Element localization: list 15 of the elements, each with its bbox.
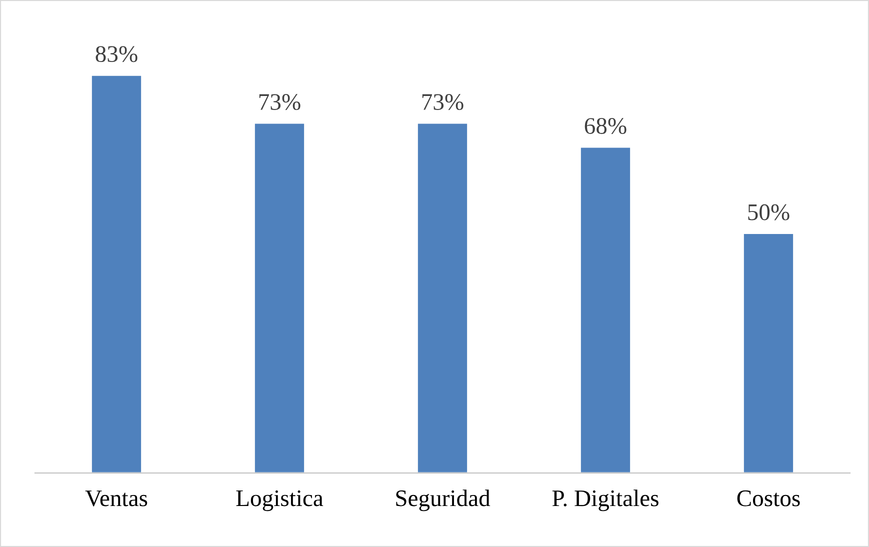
data-label: 73% bbox=[259, 94, 300, 110]
bar bbox=[254, 122, 306, 473]
x-tick-label: Seguridad bbox=[396, 490, 490, 512]
bar bbox=[416, 122, 468, 473]
data-label: 68% bbox=[584, 118, 626, 134]
data-label: 83% bbox=[96, 46, 138, 62]
bar bbox=[580, 146, 632, 473]
data-label: 50% bbox=[748, 204, 790, 220]
x-tick-label: Logistica bbox=[236, 490, 324, 512]
bar bbox=[742, 232, 794, 473]
data-label: 73% bbox=[422, 94, 464, 110]
bar bbox=[90, 74, 142, 473]
x-tick-label: Costos bbox=[737, 490, 800, 506]
x-tick-label: Ventas bbox=[85, 490, 148, 506]
x-tick-label: P. Digitales bbox=[552, 490, 658, 512]
